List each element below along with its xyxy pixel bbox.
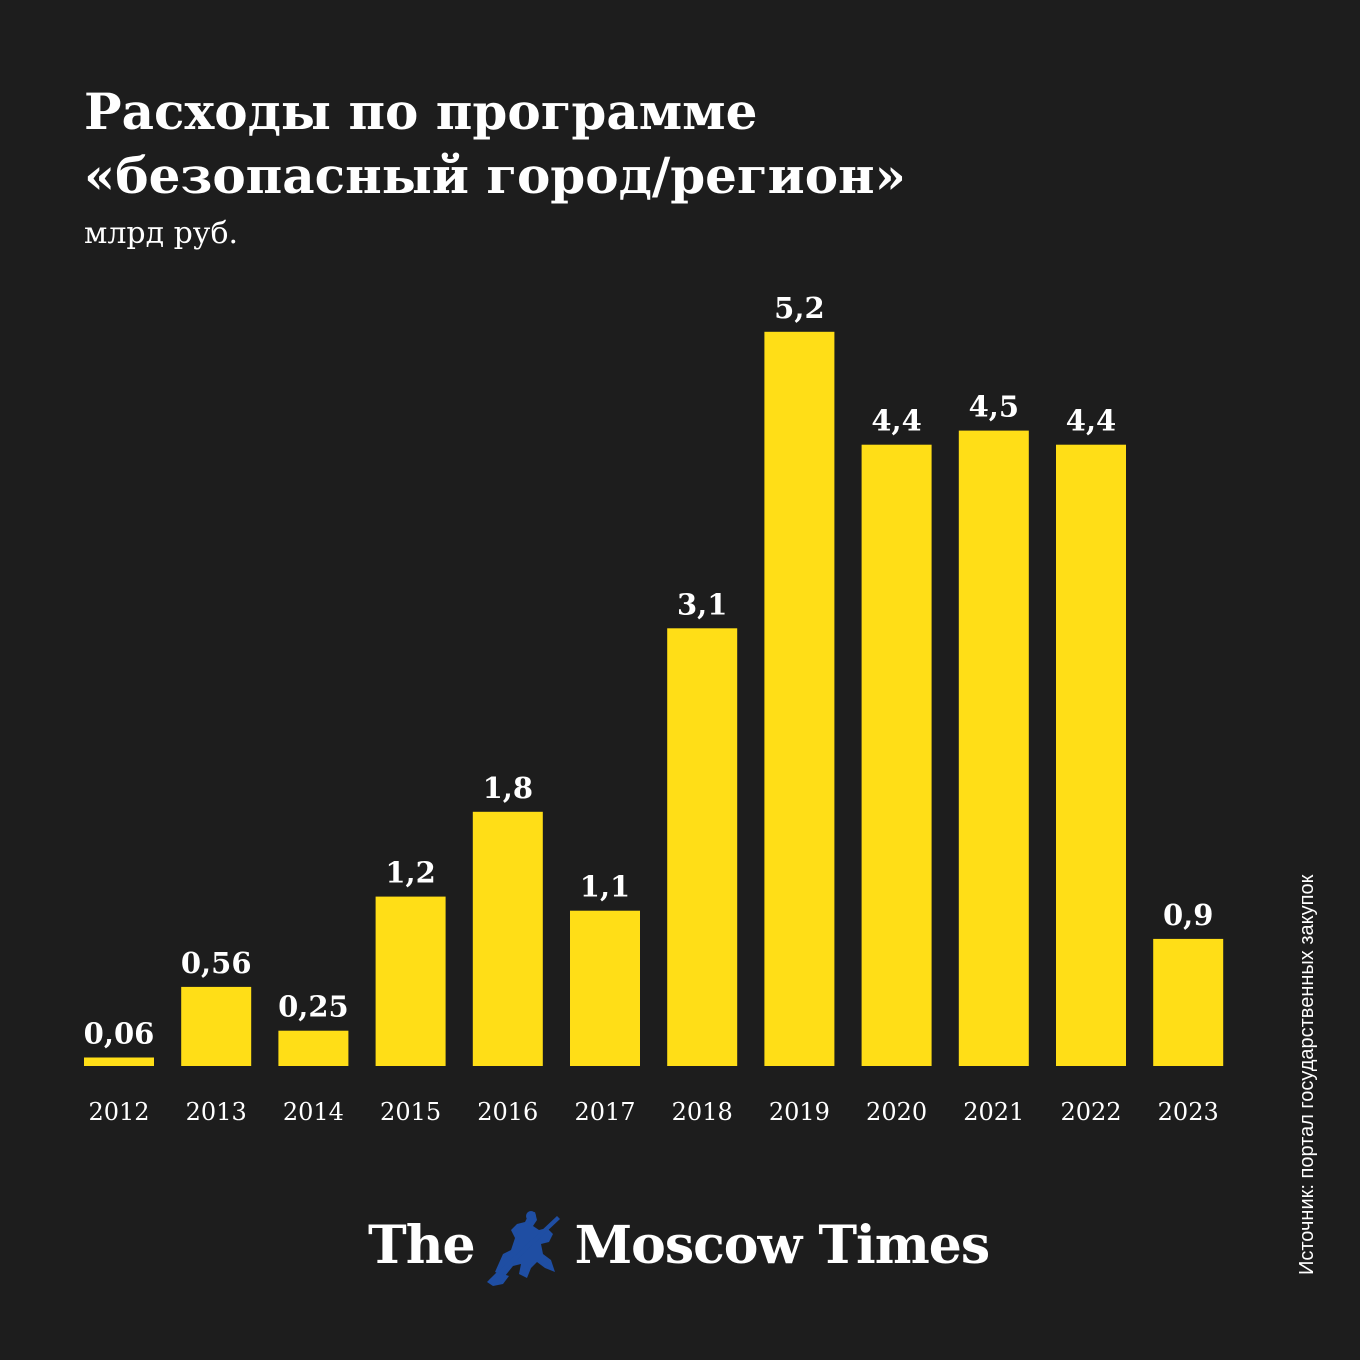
source-note: Источник: портал государственных закупок bbox=[1296, 874, 1318, 1275]
logo-text-the: The bbox=[368, 1214, 476, 1276]
x-tick-label-2019: 2019 bbox=[769, 1098, 830, 1126]
bar-2012 bbox=[84, 1057, 154, 1066]
value-label-2015: 1,2 bbox=[385, 856, 435, 890]
value-label-2020: 4,4 bbox=[871, 404, 921, 438]
x-tick-label-2014: 2014 bbox=[283, 1098, 344, 1126]
bar-2013 bbox=[181, 986, 252, 1066]
value-label-2019: 5,2 bbox=[774, 291, 824, 325]
st-george-emblem-icon bbox=[486, 1211, 560, 1286]
value-label-2021: 4,5 bbox=[969, 390, 1019, 424]
logo-text-moscow-times: Moscow Times bbox=[574, 1214, 991, 1276]
x-tick-label-2020: 2020 bbox=[866, 1098, 927, 1126]
value-label-2012: 0,06 bbox=[84, 1017, 155, 1051]
x-tick-label-2012: 2012 bbox=[88, 1098, 149, 1126]
bar-2022 bbox=[1056, 444, 1126, 1066]
value-label-2023: 0,9 bbox=[1163, 898, 1213, 932]
value-label-2022: 4,4 bbox=[1066, 404, 1116, 438]
bar-2014 bbox=[278, 1030, 349, 1066]
x-tick-label-2018: 2018 bbox=[672, 1098, 733, 1126]
x-tick-label-2013: 2013 bbox=[186, 1098, 247, 1126]
value-label-2014: 0,25 bbox=[278, 990, 349, 1024]
bar-2020 bbox=[861, 444, 932, 1066]
value-label-2016: 1,8 bbox=[483, 771, 533, 805]
x-tick-label-2022: 2022 bbox=[1060, 1098, 1121, 1126]
bar-2016 bbox=[472, 811, 543, 1066]
x-tick-label-2015: 2015 bbox=[380, 1098, 441, 1126]
bar-2021 bbox=[958, 430, 1029, 1067]
x-tick-label-2021: 2021 bbox=[963, 1098, 1024, 1126]
bar-2023 bbox=[1153, 938, 1224, 1066]
chart-title-line-2: «безопасный город/регион» bbox=[84, 146, 906, 205]
value-label-2017: 1,1 bbox=[580, 870, 630, 904]
value-label-2018: 3,1 bbox=[677, 587, 727, 621]
bar-2019 bbox=[764, 331, 835, 1066]
x-tick-label-2016: 2016 bbox=[477, 1098, 538, 1126]
x-tick-label-2023: 2023 bbox=[1158, 1098, 1219, 1126]
chart-subtitle: млрд руб. bbox=[84, 216, 239, 251]
the-moscow-times-logo: The Moscow Times bbox=[368, 1200, 991, 1290]
value-label-2013: 0,56 bbox=[181, 946, 252, 980]
x-tick-label-2017: 2017 bbox=[574, 1098, 635, 1126]
bar-2015 bbox=[375, 896, 446, 1066]
chart-title-line-1: Расходы по программе bbox=[84, 82, 758, 141]
bar-2018 bbox=[667, 628, 738, 1066]
bar-2017 bbox=[570, 910, 640, 1066]
